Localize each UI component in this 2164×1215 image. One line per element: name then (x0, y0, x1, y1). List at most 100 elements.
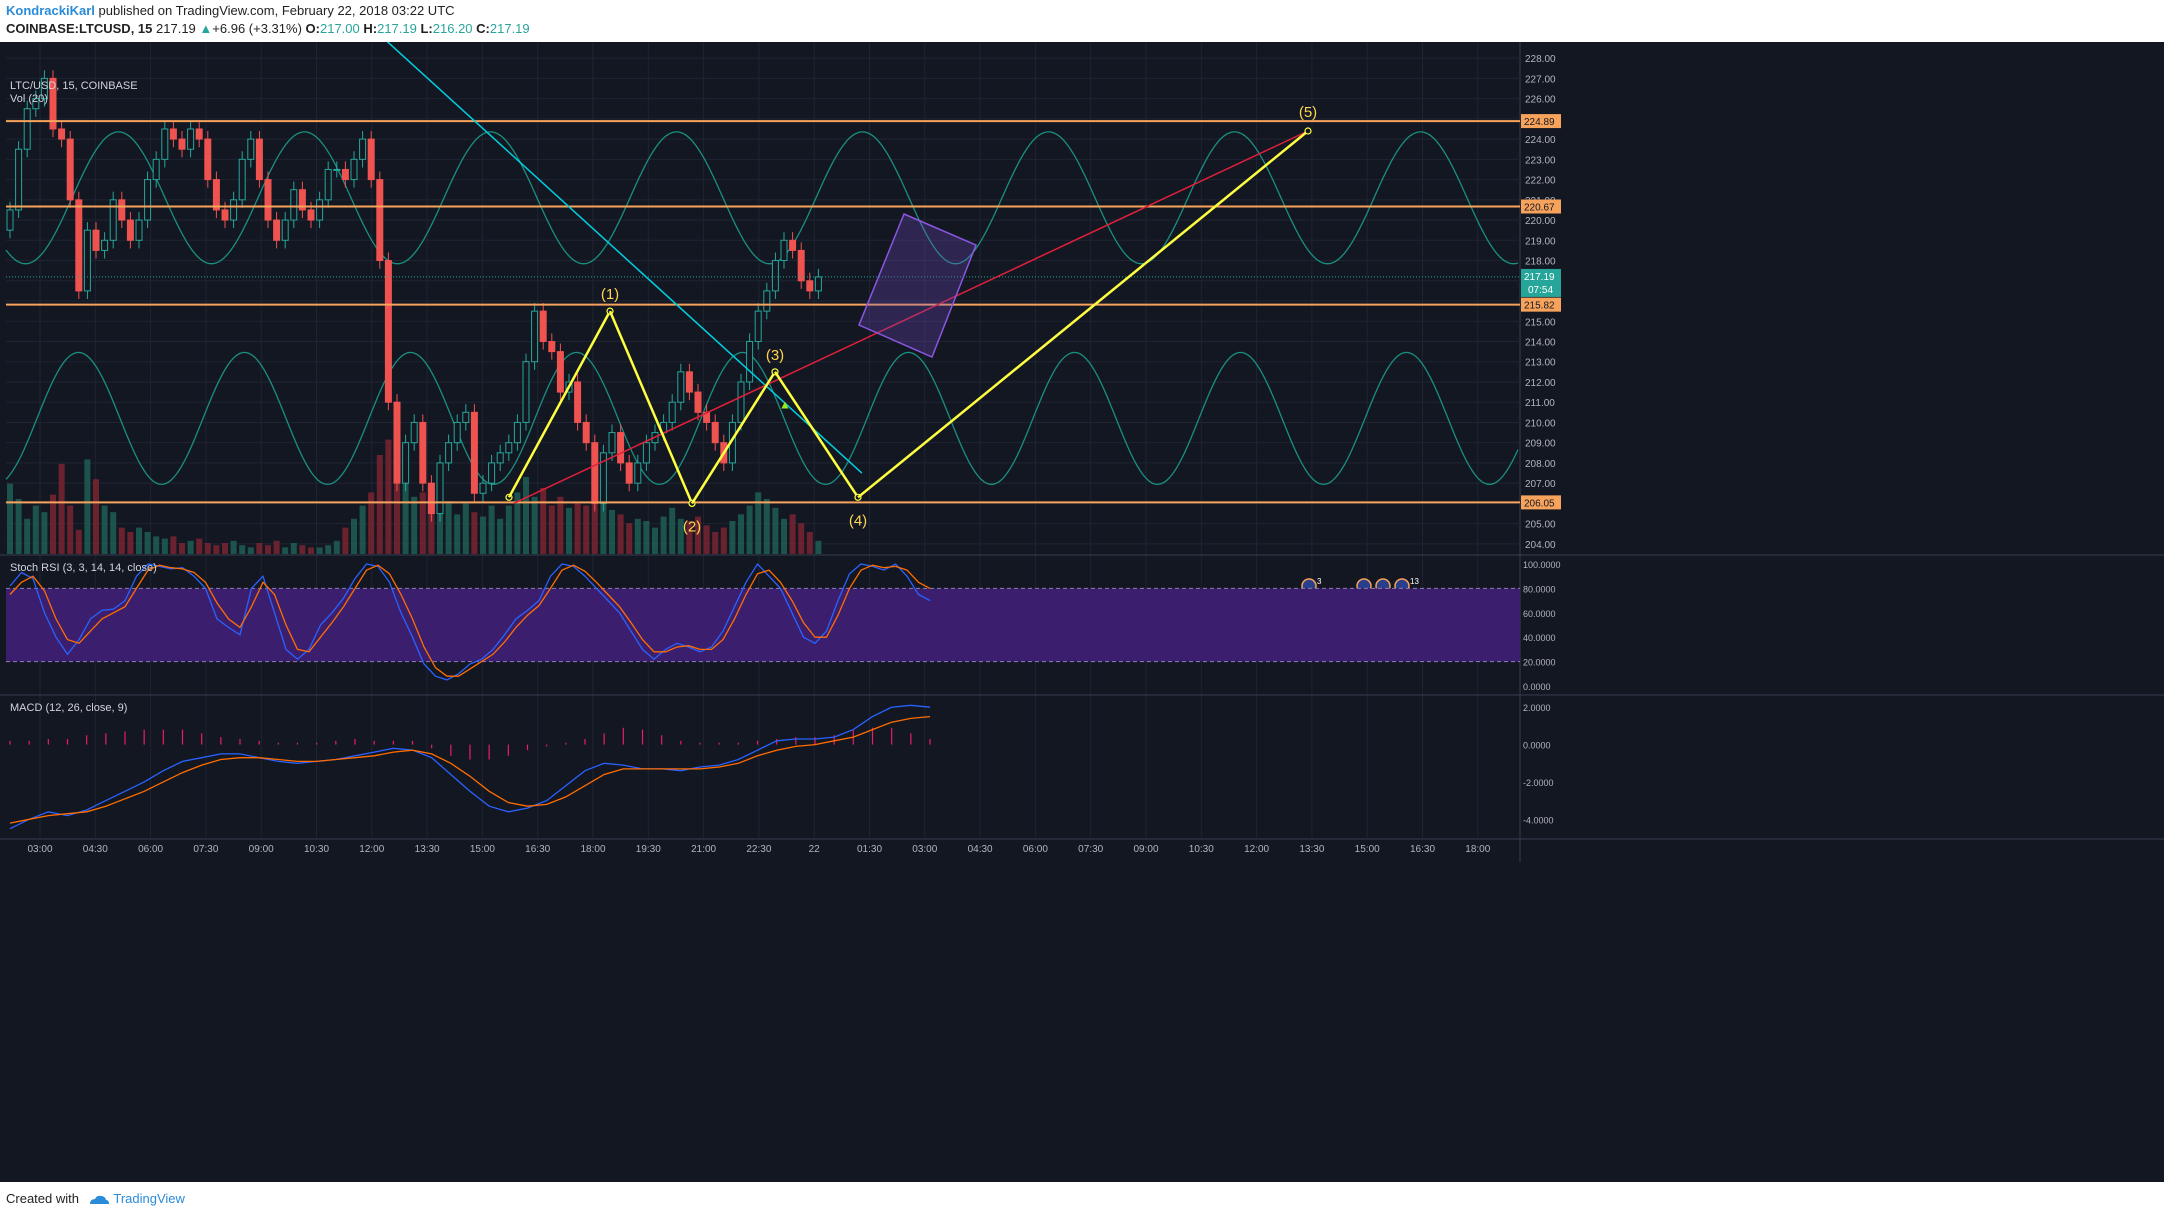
candle-body (496, 452, 504, 464)
price-tick-label: 218.00 (1525, 257, 1556, 268)
volume-bar (471, 512, 478, 554)
candle-body (806, 280, 814, 292)
candle-body (763, 290, 771, 312)
candle-body (118, 199, 126, 221)
candle-body (135, 219, 143, 241)
price-tick-label: 204.00 (1525, 540, 1556, 551)
chart-canvas[interactable]: 228.00227.00226.00225.00224.00223.00222.… (0, 42, 2164, 1182)
time-tick-label: 06:00 (1023, 844, 1048, 855)
candle-body (677, 371, 685, 403)
candle-body (548, 340, 556, 353)
volume-bar (566, 507, 572, 554)
volume-bar (179, 543, 185, 554)
volume-bar (703, 525, 710, 554)
cyan-trendline (386, 42, 863, 474)
volume-bar (290, 543, 297, 554)
tradingview-logo[interactable]: TradingView (88, 1191, 185, 1206)
author-link[interactable]: KondrackiKarl (6, 3, 95, 18)
candle-body (634, 462, 642, 484)
close-label: C: (476, 21, 490, 36)
candle-body (531, 310, 539, 363)
candle-body (238, 158, 246, 201)
time-tick-label: 06:00 (138, 844, 163, 855)
elliott-wave-segment (857, 130, 1309, 499)
volume-bar (282, 547, 289, 554)
time-tick-label: 04:30 (83, 844, 108, 855)
candle-body (462, 411, 470, 423)
candle-body (316, 199, 324, 221)
time-tick-label: 19:30 (636, 844, 661, 855)
candle-body (771, 260, 779, 292)
price-tick-label: 209.00 (1525, 439, 1556, 450)
chart-frame[interactable]: 228.00227.00226.00225.00224.00223.00222.… (0, 42, 2164, 1182)
volume-bar (652, 527, 658, 554)
volume-bar (196, 538, 203, 554)
wave-label: (4) (849, 513, 867, 530)
time-tick-label: 18:00 (580, 844, 605, 855)
candle-body (608, 432, 616, 454)
volume-bar (58, 463, 65, 554)
created-with-text: Created with (6, 1191, 79, 1206)
candle-body (797, 249, 805, 282)
volume-bar (755, 492, 762, 554)
volume-bar (351, 518, 357, 554)
volume-bar (359, 505, 366, 554)
candle-body (488, 462, 496, 484)
macd-tick-label: 2.0000 (1523, 703, 1551, 713)
published-text: published on TradingView.com, February 2… (98, 3, 455, 18)
candle-body (582, 421, 590, 444)
time-tick-label: 04:30 (968, 844, 993, 855)
volume-bar (50, 494, 56, 554)
chart-title: LTC/USD, 15, COINBASE (10, 80, 138, 92)
candle-body (169, 128, 177, 140)
level-price-tag (1521, 297, 1561, 312)
time-tick-label: 10:30 (1189, 844, 1214, 855)
rsi-tick-label: 60.0000 (1523, 609, 1556, 619)
time-tick-label: 10:30 (304, 844, 329, 855)
level-price-label: 224.89 (1524, 117, 1555, 128)
macd-macd-line (9, 704, 931, 830)
candle-body (376, 179, 384, 262)
volume-bar (548, 505, 555, 554)
macd-signal-line (9, 715, 931, 824)
volume-bar (462, 503, 469, 554)
time-tick-label: 12:00 (1244, 844, 1269, 855)
volume-bar (204, 543, 211, 554)
candle-body (83, 229, 91, 292)
volume-bar (411, 496, 418, 554)
candle-body (393, 401, 401, 484)
time-tick-label: 16:30 (525, 844, 550, 855)
price-axis-bg (1520, 42, 1564, 1182)
volume-bar (531, 496, 538, 554)
volume-bar (308, 547, 314, 554)
candle-body (574, 381, 582, 423)
candle-body (101, 239, 109, 251)
volume-bar (574, 503, 581, 554)
volume-bar (695, 516, 701, 554)
projection-box (858, 213, 977, 358)
volume-bar (419, 492, 426, 554)
red-trendline (513, 130, 1309, 505)
wave-label: (3) (766, 347, 784, 364)
candle-body (419, 421, 427, 484)
time-tick-label: 15:00 (1355, 844, 1380, 855)
rsi-tick-label: 80.0000 (1523, 584, 1556, 594)
volume-bar (333, 540, 340, 554)
time-tick-label: 13:30 (1299, 844, 1324, 855)
candle-body (359, 138, 367, 160)
volume-bar (24, 518, 31, 554)
low-value: 216.20 (432, 21, 473, 36)
volume-bar (368, 492, 375, 554)
volume-bar (720, 527, 727, 554)
candle-body (367, 138, 375, 181)
candle-body (402, 442, 410, 484)
candle-body (470, 411, 478, 494)
time-tick-label: 22 (809, 844, 821, 855)
candle-body (333, 168, 341, 171)
candle-body (58, 128, 66, 140)
candle-body (49, 77, 57, 130)
candle-body (40, 77, 48, 100)
candle-body (178, 138, 186, 150)
symbol-info-line: COINBASE:LTCUSD, 15 217.19 ▲+6.96 (+3.31… (6, 21, 530, 36)
volume-bar (712, 532, 719, 554)
